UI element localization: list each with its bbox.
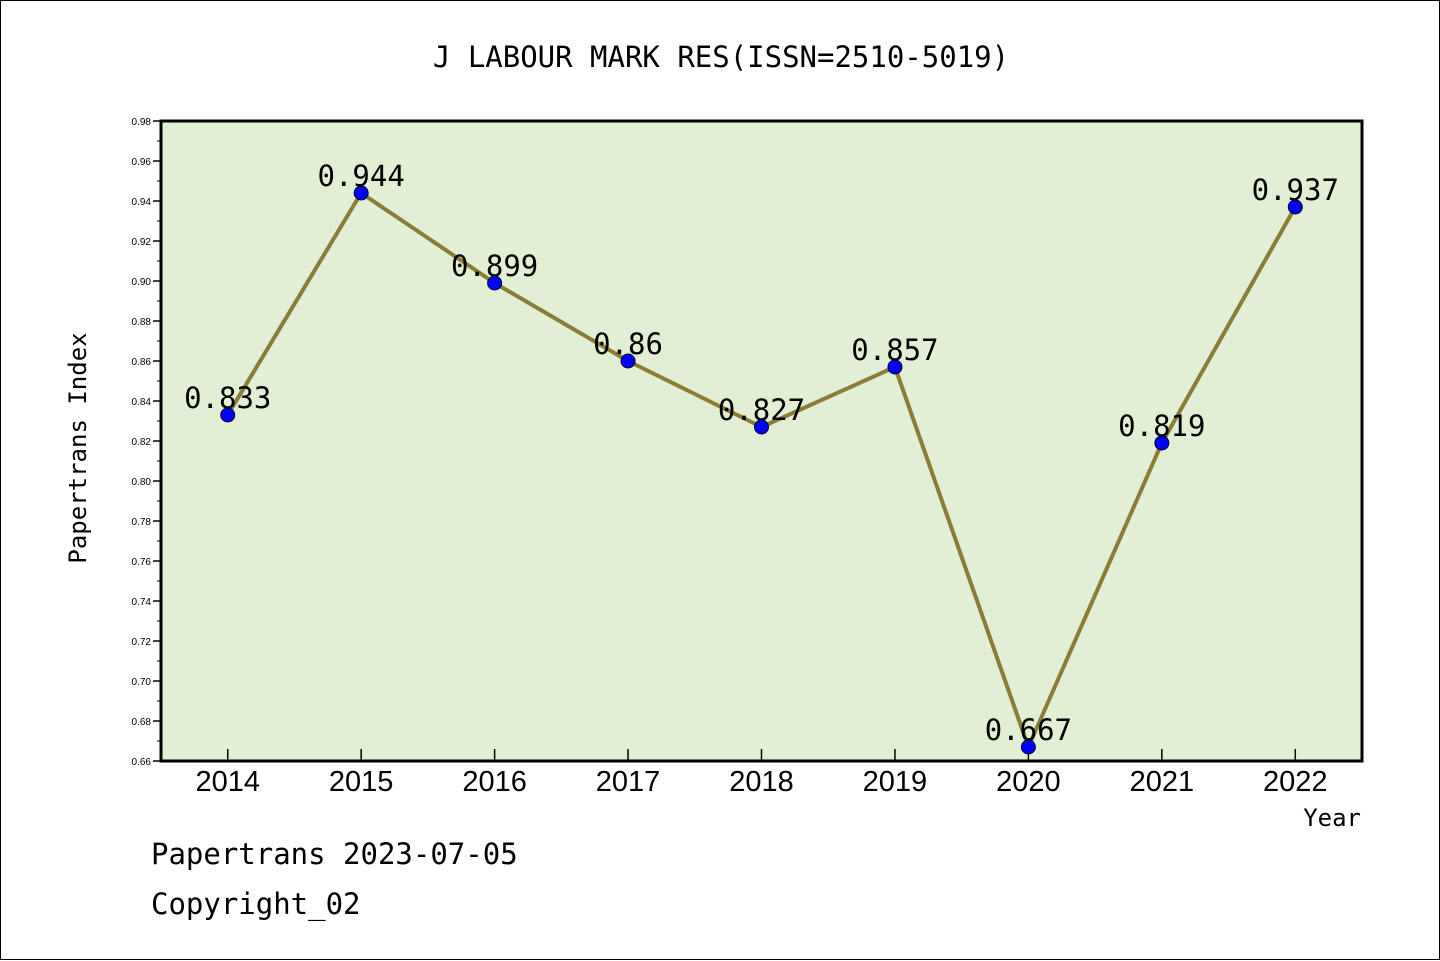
chart-title: J LABOUR MARK RES(ISSN=2510-5019) bbox=[433, 40, 1009, 74]
x-tick-label: 2015 bbox=[329, 766, 394, 798]
y-tick-label: 0.72 bbox=[132, 637, 152, 648]
data-label: 0.899 bbox=[451, 249, 538, 283]
data-point-marker bbox=[620, 353, 636, 369]
y-tick-label: 0.90 bbox=[132, 277, 152, 288]
data-point-marker bbox=[1154, 435, 1170, 451]
x-tick-label: 2014 bbox=[195, 766, 260, 798]
data-point-marker bbox=[887, 359, 903, 375]
x-axis-ticks: 2014 2015 2016 2017 2018 2019 2020 2021 2022 bbox=[195, 749, 1328, 798]
data-point-marker bbox=[220, 407, 236, 423]
data-label: 0.819 bbox=[1118, 409, 1205, 443]
y-axis-ticks: 0.66 0.68 0.70 0.72 0.74 0.76 0.78 0.80 0.82 0.84… bbox=[132, 117, 161, 768]
series-papertrans-index bbox=[220, 185, 1303, 755]
x-tick-label: 2020 bbox=[996, 766, 1061, 798]
data-label: 0.667 bbox=[985, 713, 1072, 747]
y-tick-label: 0.78 bbox=[132, 517, 152, 528]
data-label: 0.937 bbox=[1252, 173, 1339, 207]
y-tick-label: 0.88 bbox=[132, 317, 152, 328]
y-tick-label: 0.98 bbox=[132, 117, 152, 128]
footer-copyright: Copyright_02 bbox=[151, 887, 361, 921]
y-tick-label: 0.68 bbox=[132, 717, 152, 728]
x-tick-label: 2018 bbox=[729, 766, 794, 798]
data-labels: 0.833 0.944 0.899 0.86 0.827 0.857 0.667 0.819 0… bbox=[184, 159, 1339, 747]
y-tick-label: 0.84 bbox=[132, 397, 152, 408]
y-axis-label: Papertrans Index bbox=[64, 332, 92, 563]
data-label: 0.86 bbox=[593, 327, 663, 361]
data-point-marker bbox=[353, 185, 369, 201]
data-label: 0.857 bbox=[851, 333, 938, 367]
data-point-marker bbox=[1020, 739, 1036, 755]
y-tick-label: 0.82 bbox=[132, 437, 152, 448]
data-label: 0.827 bbox=[718, 393, 805, 427]
y-tick-label: 0.70 bbox=[132, 677, 152, 688]
x-tick-label: 2021 bbox=[1130, 766, 1195, 798]
y-tick-label: 0.76 bbox=[132, 557, 152, 568]
x-axis-label: Year bbox=[1303, 804, 1361, 832]
y-tick-label: 0.66 bbox=[132, 757, 152, 768]
data-point-marker bbox=[487, 275, 503, 291]
x-tick-label: 2017 bbox=[596, 766, 661, 798]
y-tick-label: 0.96 bbox=[132, 157, 152, 168]
data-point-marker bbox=[754, 419, 769, 435]
x-tick-label: 2022 bbox=[1263, 766, 1328, 798]
y-tick-label: 0.86 bbox=[132, 357, 152, 368]
data-point-marker bbox=[1287, 199, 1303, 215]
y-tick-label: 0.80 bbox=[132, 477, 152, 488]
data-label: 0.944 bbox=[318, 159, 405, 193]
data-label: 0.833 bbox=[184, 381, 271, 415]
y-tick-label: 0.92 bbox=[132, 237, 152, 248]
x-tick-label: 2019 bbox=[863, 766, 928, 798]
footer-date: Papertrans 2023-07-05 bbox=[151, 837, 518, 871]
x-tick-label: 2016 bbox=[462, 766, 527, 798]
y-tick-label: 0.94 bbox=[132, 197, 152, 208]
y-tick-label: 0.74 bbox=[132, 597, 152, 608]
